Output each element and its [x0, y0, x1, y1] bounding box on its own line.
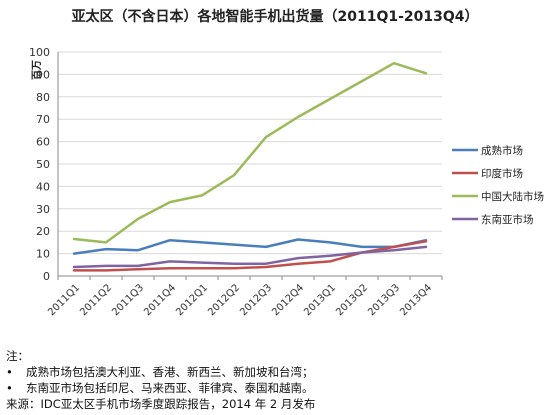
x-tick-label: 2013Q2: [334, 282, 370, 318]
y-tick-label: 80: [36, 91, 50, 104]
y-tick-label: 40: [36, 180, 50, 193]
chart-title: 亚太区（不含日本）各地智能手机出货量（2011Q1-2013Q4）: [71, 9, 479, 25]
y-tick-label: 0: [43, 270, 50, 283]
bullet-icon: •: [6, 365, 13, 379]
x-tick-label: 2012Q1: [174, 282, 210, 318]
x-tick-label: 2012Q4: [270, 282, 306, 318]
note-item-sea: • 东南亚市场包括印尼、马来西亚、菲律宾、泰国和越南。: [6, 380, 546, 396]
legend-label: 东南亚市场: [481, 213, 534, 226]
note-item-developed: • 成熟市场包括澳大利亚、香港、新西兰、新加坡和台湾；: [6, 364, 546, 380]
note-text: 东南亚市场包括印尼、马来西亚、菲律宾、泰国和越南。: [26, 381, 314, 395]
y-tick-label: 50: [36, 158, 50, 171]
y-tick-label: 20: [36, 225, 50, 238]
x-tick-label: 2013Q3: [366, 282, 402, 318]
series-line: [72, 61, 428, 244]
legend-label: 成熟市场: [481, 144, 523, 157]
series-line: [72, 245, 428, 269]
y-tick-label: 70: [36, 113, 50, 126]
x-tick-label: 2011Q3: [110, 282, 146, 318]
x-tick-label: 2011Q4: [142, 282, 178, 318]
series-line: [72, 238, 428, 255]
source-note: 来源：IDC亚太区手机市场季度跟踪报告，2014 年 2 月发布: [6, 397, 316, 411]
bullet-icon: •: [6, 381, 13, 395]
y-tick-label: 90: [36, 68, 50, 81]
x-tick-label: 2011Q2: [78, 282, 114, 318]
y-axis-label: 百万: [31, 60, 43, 80]
note-text: 成熟市场包括澳大利亚、香港、新西兰、新加坡和台湾；: [26, 365, 314, 379]
notes-section: 注： • 成熟市场包括澳大利亚、香港、新西兰、新加坡和台湾； • 东南亚市场包括…: [6, 348, 546, 412]
x-tick-label: 2012Q3: [238, 282, 274, 318]
y-tick-label: 30: [36, 203, 50, 216]
x-tick-label: 2013Q1: [302, 282, 338, 318]
y-tick-label: 100: [29, 46, 50, 59]
y-tick-label: 60: [36, 136, 50, 149]
line-chart: 0102030405060708090100百万2011Q12011Q22011…: [29, 46, 544, 318]
notes-heading: 注：: [6, 349, 29, 363]
x-tick-label: 2013Q4: [398, 282, 434, 318]
legend-label: 印度市场: [481, 167, 523, 180]
x-tick-label: 2012Q2: [206, 282, 242, 318]
legend-label: 中国大陆市场: [481, 190, 544, 203]
x-tick-label: 2011Q1: [46, 282, 82, 318]
y-tick-label: 10: [36, 248, 50, 261]
